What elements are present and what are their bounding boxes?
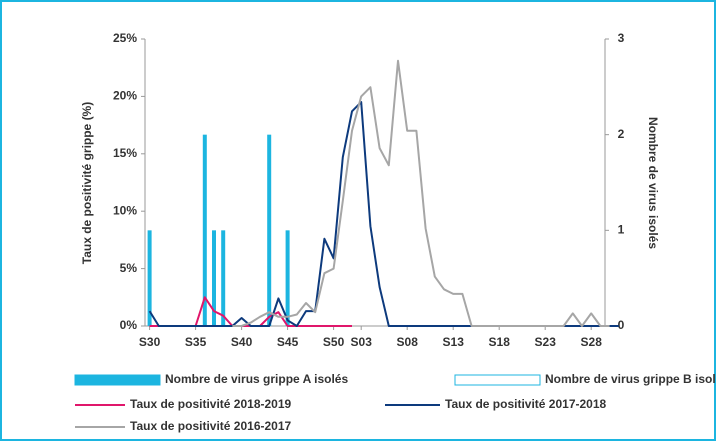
y-axis-title: Taux de positivité grippe (%) bbox=[80, 102, 94, 264]
bar bbox=[202, 134, 207, 326]
legend-label: Nombre de virus grippe B isolés bbox=[545, 372, 716, 386]
line bbox=[232, 59, 610, 327]
x-tick-label: S03 bbox=[351, 335, 373, 349]
x-tick-label: S28 bbox=[581, 335, 603, 349]
x-tick-label: S35 bbox=[185, 335, 207, 349]
y-tick-label: 25% bbox=[113, 31, 137, 45]
y2-tick-label: 1 bbox=[618, 223, 625, 237]
legend-label: Taux de positivité 2016-2017 bbox=[130, 419, 292, 433]
bar bbox=[147, 230, 152, 326]
y2-tick-label: 0 bbox=[618, 318, 625, 332]
y2-axis-title: Nombre de virus isolés bbox=[646, 117, 660, 249]
bar bbox=[267, 134, 272, 326]
x-tick-label: S18 bbox=[489, 335, 511, 349]
bar bbox=[285, 230, 290, 326]
legend-label: Nombre de virus grippe A isolés bbox=[165, 372, 348, 386]
legend-label: Taux de positivité 2018-2019 bbox=[130, 397, 292, 411]
y-tick-label: 10% bbox=[113, 203, 137, 217]
x-tick-label: S45 bbox=[277, 335, 299, 349]
x-tick-label: S13 bbox=[443, 335, 465, 349]
legend-label: Taux de positivité 2017-2018 bbox=[445, 397, 607, 411]
x-tick-label: S23 bbox=[535, 335, 557, 349]
line bbox=[148, 101, 619, 327]
y-tick-label: 5% bbox=[120, 261, 138, 275]
x-tick-label: S30 bbox=[139, 335, 161, 349]
x-tick-label: S40 bbox=[231, 335, 253, 349]
bar bbox=[212, 230, 216, 326]
y2-tick-label: 2 bbox=[618, 127, 625, 141]
x-tick-label: S08 bbox=[397, 335, 419, 349]
bar bbox=[221, 230, 226, 326]
y-tick-label: 20% bbox=[113, 89, 137, 103]
x-tick-label: S50 bbox=[323, 335, 345, 349]
y-tick-label: 15% bbox=[113, 146, 137, 160]
legend-swatch bbox=[74, 374, 161, 386]
y-tick-label: 0% bbox=[120, 318, 138, 332]
legend-swatch bbox=[454, 374, 541, 386]
y2-tick-label: 3 bbox=[618, 31, 625, 45]
